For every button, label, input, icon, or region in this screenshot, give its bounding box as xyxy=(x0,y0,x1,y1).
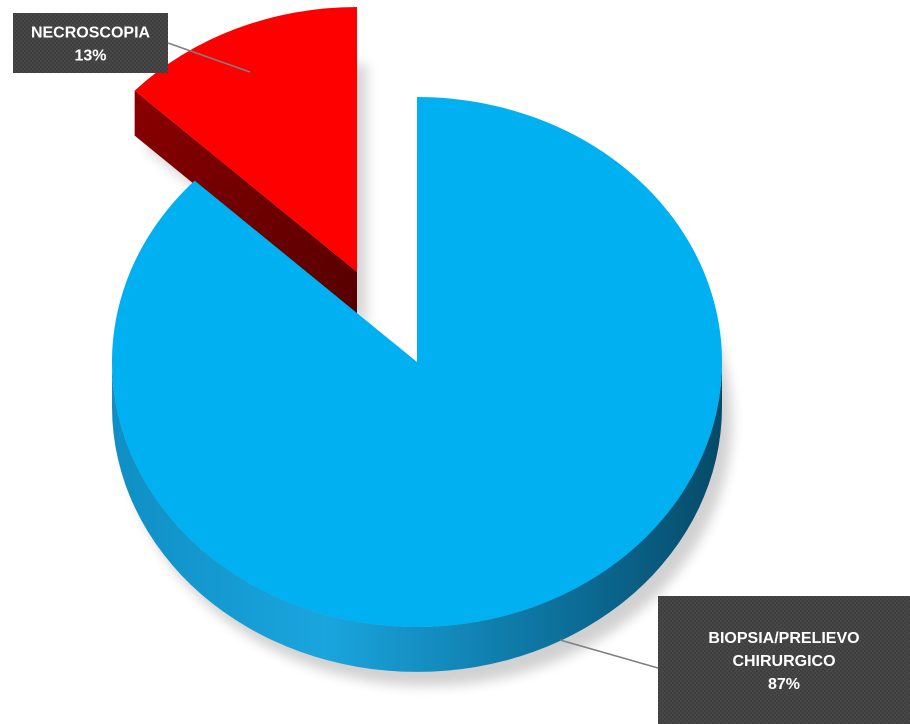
slice-biopsia xyxy=(111,97,723,627)
label-necroscopia-text-1: 13% xyxy=(74,48,106,65)
label-biopsia-text-1: CHIRURGICO xyxy=(732,653,835,670)
label-necroscopia-box xyxy=(13,13,168,73)
slice-necroscopia xyxy=(134,7,357,272)
label-biopsia-box xyxy=(658,596,910,724)
label-biopsia-leader-line xyxy=(559,639,659,669)
slice-side-biopsia xyxy=(112,362,722,672)
chart-labels-layer: NECROSCOPIA 13% BIOPSIA/PRELIEVO CHIRURGICO… xyxy=(13,13,910,724)
label-biopsia-text-2: 87% xyxy=(768,676,800,693)
label-biopsia-text-0: BIOPSIA/PRELIEVO xyxy=(708,630,859,647)
label-necroscopia-leader-line xyxy=(167,42,251,73)
chart-sides-layer xyxy=(112,90,722,672)
slice-side-necroscopia xyxy=(134,90,357,317)
label-necroscopia-text-0: NECROSCOPIA xyxy=(31,25,151,42)
chart-tops-layer xyxy=(111,7,723,627)
